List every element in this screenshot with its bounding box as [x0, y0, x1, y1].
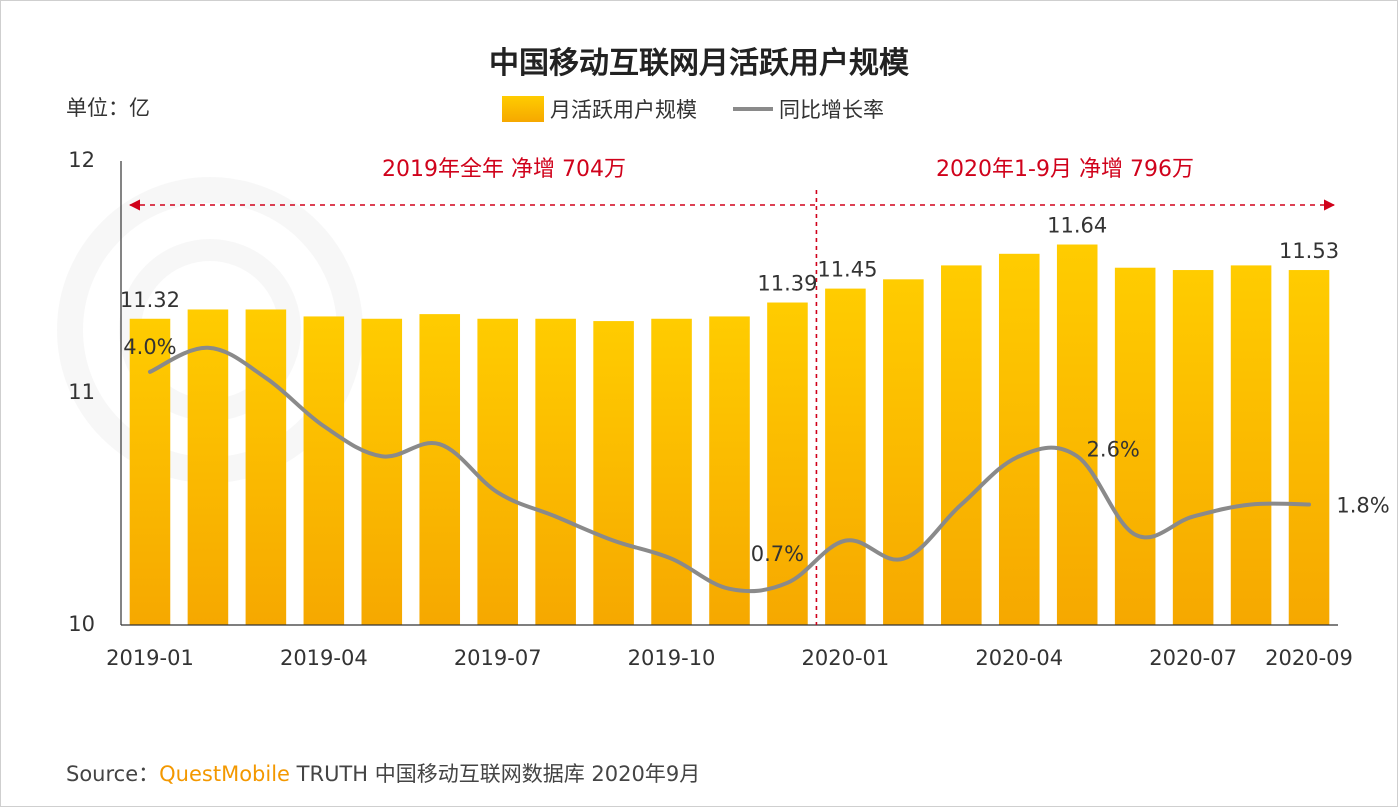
- annotation-2019: 2019年全年 净增 704万: [382, 157, 626, 182]
- bar-2020-01: [825, 288, 866, 625]
- chart-title: 中国移动互联网月活跃用户规模: [489, 46, 909, 81]
- x-tick-label: 2020-09: [1265, 646, 1353, 670]
- bar-value-label: 11.39: [757, 272, 817, 296]
- bar-value-label: 11.45: [817, 258, 877, 282]
- source-brand: QuestMobile: [159, 762, 290, 786]
- legend-bar-label: 月活跃用户规模: [550, 98, 697, 122]
- legend: 月活跃用户规模 同比增长率: [502, 94, 884, 124]
- bar-2019-12: [767, 302, 808, 625]
- source-suffix: TRUTH 中国移动互联网数据库 2020年9月: [289, 762, 701, 786]
- bar-2019-06: [419, 314, 461, 625]
- x-tick-label: 2020-07: [1149, 646, 1237, 670]
- bar-2020-08: [1230, 265, 1272, 625]
- growth-value-label: 1.8%: [1336, 493, 1389, 517]
- y-tick-label: 10: [68, 612, 95, 636]
- bar-2019-11: [709, 316, 750, 625]
- legend-line-swatch: [733, 107, 773, 111]
- bar-2020-07: [1172, 270, 1214, 625]
- x-tick-label: 2020-04: [975, 646, 1063, 670]
- x-tick-label: 2019-01: [106, 646, 194, 670]
- bar-2019-05: [361, 318, 403, 625]
- bar-2019-02: [187, 309, 229, 625]
- growth-value-label: 4.0%: [123, 335, 176, 359]
- x-tick-label: 2019-07: [454, 646, 542, 670]
- x-tick-label: 2019-10: [628, 646, 716, 670]
- bar-2020-05: [1056, 244, 1098, 625]
- bar-value-label: 11.32: [120, 288, 180, 312]
- growth-value-label: 2.6%: [1087, 437, 1140, 461]
- source-note: Source：QuestMobile TRUTH 中国移动互联网数据库 2020…: [66, 758, 700, 788]
- growth-rate-line: [147, 345, 1312, 594]
- bar-2020-04: [998, 253, 1040, 626]
- bar-value-label: 11.64: [1047, 214, 1107, 238]
- bar-2019-09: [593, 321, 634, 625]
- x-tick-label: 2019-04: [280, 646, 368, 670]
- bar-2020-02: [883, 279, 924, 625]
- bar-2019-10: [651, 318, 692, 625]
- bar-value-label: 11.53: [1279, 239, 1339, 263]
- legend-line-label: 同比增长率: [779, 98, 884, 122]
- bar-2019-03: [245, 309, 287, 625]
- bar-2020-06: [1114, 267, 1156, 625]
- bar-2020-09: [1288, 270, 1330, 625]
- y-tick-label: 11: [68, 380, 95, 404]
- source-prefix: Source：: [66, 762, 160, 786]
- bar-2019-07: [477, 318, 518, 625]
- y-tick-label: 12: [68, 148, 95, 172]
- bar-2019-04: [303, 316, 345, 625]
- bar-2020-03: [941, 265, 982, 625]
- x-tick-label: 2020-01: [802, 646, 890, 670]
- bar-2019-08: [535, 318, 576, 625]
- growth-value-label: 0.7%: [751, 542, 804, 566]
- unit-label: 单位：亿: [66, 96, 150, 120]
- legend-bar-swatch: [502, 96, 544, 122]
- annotation-2020: 2020年1-9月 净增 796万: [936, 157, 1194, 182]
